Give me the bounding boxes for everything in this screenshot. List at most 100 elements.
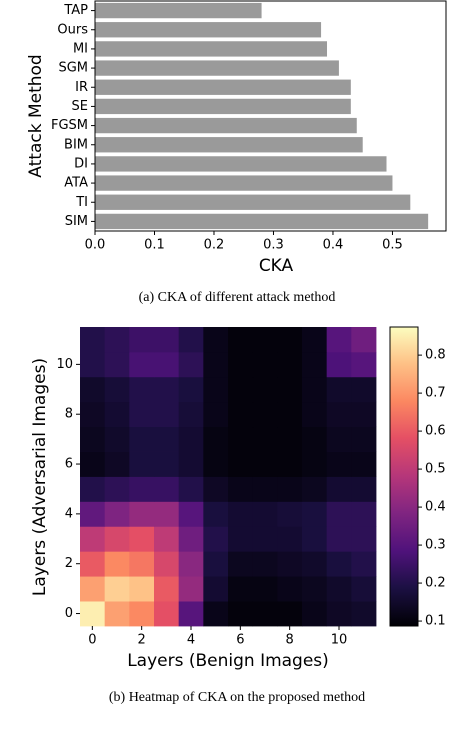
heatmap-cell [277, 551, 303, 577]
x-tick-label: 0.2 [204, 238, 225, 253]
heatmap-cell [104, 526, 130, 552]
heatmap-cell [80, 501, 106, 527]
x-tick-label: 10 [331, 633, 348, 648]
bar [95, 60, 339, 76]
heatmap-cell [351, 426, 377, 452]
heatmap-cell [228, 526, 254, 552]
heatmap-cell [326, 451, 352, 477]
heatmap-cell [252, 526, 278, 552]
heatmap-cell [203, 601, 229, 627]
bar [95, 194, 411, 210]
colorbar-tick-label: 0.6 [425, 424, 446, 439]
bar [95, 22, 322, 38]
heatmap-cell [178, 576, 204, 602]
y-tick-label: IR [75, 80, 88, 95]
heatmap-cell [154, 576, 180, 602]
heatmap-cell [80, 451, 106, 477]
heatmap-cell [129, 551, 155, 577]
x-tick-label: 8 [286, 633, 294, 648]
heatmap-cell [351, 327, 377, 353]
heatmap-cell [252, 376, 278, 403]
y-tick-label: 8 [65, 407, 73, 422]
y-tick-label: 4 [65, 506, 73, 521]
y-tick-label: Ours [57, 22, 88, 37]
heatmap-cell [129, 451, 155, 477]
y-tick-label: 0 [65, 606, 73, 621]
bar [95, 79, 351, 95]
heatmap-cell [351, 501, 377, 527]
heatmap-cell [302, 576, 328, 602]
heatmap-cell [277, 451, 303, 477]
heatmap-cell [326, 576, 352, 602]
y-tick-label: SGM [58, 61, 88, 76]
y-tick-label: TI [75, 195, 88, 210]
heatmap-cell [228, 376, 254, 403]
caption: (b) Heatmap of CKA on the proposed metho… [109, 690, 365, 705]
heatmap-cell [203, 526, 229, 552]
y-tick-label: MI [73, 41, 88, 56]
heatmap-cell [154, 376, 180, 403]
colorbar-tick-label: 0.8 [425, 348, 446, 363]
y-tick-label: FGSM [51, 118, 88, 133]
heatmap-cell [277, 476, 303, 502]
heatmap-cell [326, 526, 352, 552]
heatmap-cell [351, 526, 377, 552]
heatmap-cell [351, 401, 377, 428]
x-tick-label: 0.0 [85, 238, 106, 253]
heatmap-cell [302, 451, 328, 477]
bar [95, 213, 429, 230]
heatmap-cell [129, 501, 155, 527]
heatmap-cell [302, 376, 328, 403]
heatmap-cell [154, 526, 180, 552]
heatmap-cell [326, 426, 352, 452]
heatmap-cell [277, 426, 303, 452]
colorbar [389, 326, 419, 627]
heatmap-cell [302, 426, 328, 452]
heatmap-cell [154, 401, 180, 428]
heatmap-cell [302, 526, 328, 552]
heatmap-cell [104, 451, 130, 477]
heatmap-cell [203, 551, 229, 577]
heatmap-cell [80, 476, 106, 502]
heatmap-cell [129, 327, 155, 353]
bar [95, 2, 262, 19]
heatmap-cell [129, 526, 155, 552]
y-axis-label: Layers (Adversarial Images) [30, 358, 50, 596]
y-tick-label: TAP [63, 3, 88, 18]
heatmap-cell [203, 327, 229, 353]
heatmap-cell [302, 327, 328, 353]
heatmap-cell [80, 426, 106, 452]
heatmap-cell [80, 551, 106, 577]
plot-frame [94, 0, 447, 232]
heatmap-cell [252, 401, 278, 428]
heatmap-cell [104, 551, 130, 577]
x-tick-label: 0.5 [382, 238, 403, 253]
heatmap-cell [154, 551, 180, 577]
heatmap-cell [203, 376, 229, 403]
heatmap-cell [178, 551, 204, 577]
heatmap-cell [252, 501, 278, 527]
heatmap-cell [277, 501, 303, 527]
colorbar-tick-label: 0.7 [425, 386, 446, 401]
heatmap-cell [104, 376, 130, 403]
heatmap-cell [178, 401, 204, 428]
heatmap-cell [104, 401, 130, 428]
heatmap-cell [351, 601, 377, 627]
y-tick-label: DI [74, 156, 88, 171]
heatmap-cell [277, 376, 303, 403]
heatmap-cell [178, 351, 204, 378]
heatmap-cell [302, 551, 328, 577]
heatmap-cell [178, 476, 204, 502]
heatmap-cell [351, 376, 377, 403]
heatmap-cell [302, 601, 328, 627]
heatmap-cell [228, 601, 254, 627]
y-tick-label: ATA [64, 176, 88, 191]
heatmap-cell [228, 476, 254, 502]
heatmap-cell [203, 351, 229, 378]
heatmap-cell [129, 351, 155, 378]
heatmap-cell [203, 476, 229, 502]
heatmap-cell [277, 601, 303, 627]
heatmap-cell [203, 451, 229, 477]
heatmap-cell [80, 401, 106, 428]
